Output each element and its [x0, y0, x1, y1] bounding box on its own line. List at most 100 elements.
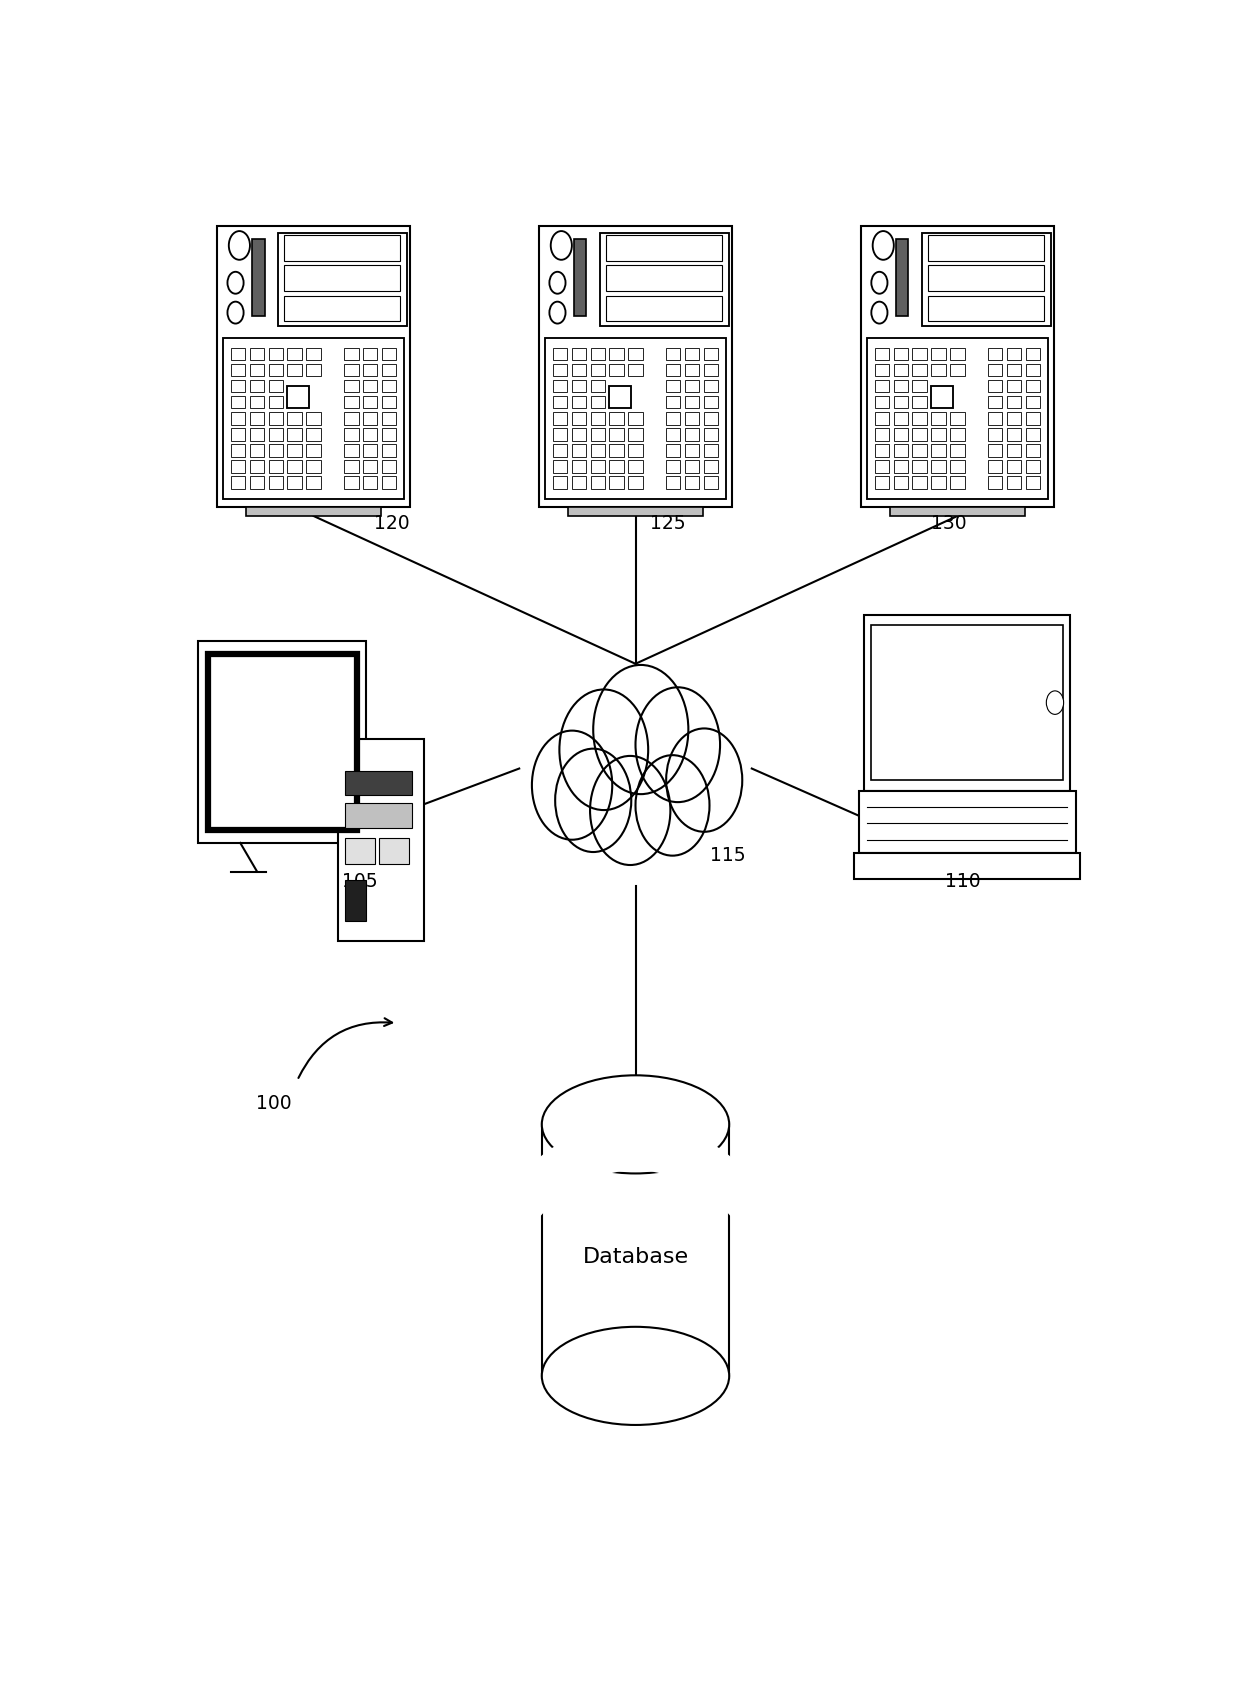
Bar [553, 429, 568, 441]
Bar [363, 461, 377, 473]
Bar [1025, 429, 1040, 441]
Bar [874, 380, 889, 393]
Circle shape [549, 302, 565, 324]
Bar [249, 347, 264, 361]
Bar [921, 232, 1050, 327]
Bar [874, 347, 889, 361]
Ellipse shape [542, 1075, 729, 1173]
Bar [684, 347, 699, 361]
Circle shape [1047, 692, 1064, 714]
Bar [666, 412, 681, 424]
Bar [629, 412, 642, 424]
Bar [382, 476, 397, 488]
Bar [217, 225, 409, 507]
Bar [288, 444, 303, 456]
Bar [1007, 429, 1022, 441]
Bar [382, 397, 397, 408]
Bar [382, 364, 397, 376]
Bar [574, 239, 587, 315]
Circle shape [635, 756, 709, 856]
Bar [345, 771, 412, 795]
Bar [553, 461, 568, 473]
Bar [363, 429, 377, 441]
Bar [894, 444, 908, 456]
Bar [684, 461, 699, 473]
Bar [609, 347, 624, 361]
Bar [306, 412, 321, 424]
Bar [231, 397, 246, 408]
Bar [379, 837, 409, 864]
Bar [684, 429, 699, 441]
Bar [913, 347, 928, 361]
Bar [950, 412, 965, 424]
Bar [278, 232, 407, 327]
Text: 135: 135 [688, 1354, 724, 1373]
Bar [590, 412, 605, 424]
Bar [894, 380, 908, 393]
Bar [1025, 347, 1040, 361]
Bar [590, 444, 605, 456]
Bar [913, 476, 928, 488]
Bar [363, 476, 377, 488]
Bar [231, 347, 246, 361]
Bar [306, 461, 321, 473]
Bar [609, 412, 624, 424]
Bar [874, 444, 889, 456]
Bar [703, 364, 718, 376]
Bar [703, 412, 718, 424]
Bar [198, 641, 367, 842]
Bar [988, 347, 1002, 361]
Bar [382, 347, 397, 361]
Bar [629, 444, 642, 456]
Bar [1025, 461, 1040, 473]
Bar [684, 380, 699, 393]
Bar [590, 461, 605, 473]
Bar [666, 364, 681, 376]
Circle shape [551, 231, 572, 259]
Bar [553, 380, 568, 393]
Bar [553, 397, 568, 408]
Bar [343, 444, 358, 456]
Circle shape [227, 302, 243, 324]
Bar [363, 380, 377, 393]
Bar [874, 476, 889, 488]
Bar [600, 232, 729, 327]
Bar [988, 429, 1002, 441]
Bar [553, 476, 568, 488]
Bar [343, 429, 358, 441]
Bar [684, 364, 699, 376]
Bar [284, 236, 401, 261]
Bar [894, 476, 908, 488]
Bar [894, 364, 908, 376]
Bar [363, 364, 377, 376]
Bar [249, 461, 264, 473]
Bar [542, 1124, 729, 1376]
Bar [553, 444, 568, 456]
Bar [703, 347, 718, 361]
Bar [343, 397, 358, 408]
Bar [382, 429, 397, 441]
Bar [363, 347, 377, 361]
Bar [572, 412, 587, 424]
Bar [666, 461, 681, 473]
Text: 105: 105 [342, 871, 378, 890]
Bar [609, 461, 624, 473]
Bar [363, 397, 377, 408]
Bar [931, 461, 946, 473]
Bar [1007, 347, 1022, 361]
Bar [223, 337, 404, 498]
Bar [897, 239, 909, 315]
Bar [1025, 380, 1040, 393]
Bar [269, 412, 283, 424]
Bar [247, 507, 381, 515]
Circle shape [593, 664, 688, 795]
Circle shape [532, 731, 613, 839]
Bar [684, 412, 699, 424]
Bar [288, 347, 303, 361]
Bar [894, 347, 908, 361]
Bar [382, 444, 397, 456]
Text: 130: 130 [931, 514, 967, 532]
Bar [1025, 397, 1040, 408]
Bar [269, 397, 283, 408]
Bar [546, 337, 725, 498]
